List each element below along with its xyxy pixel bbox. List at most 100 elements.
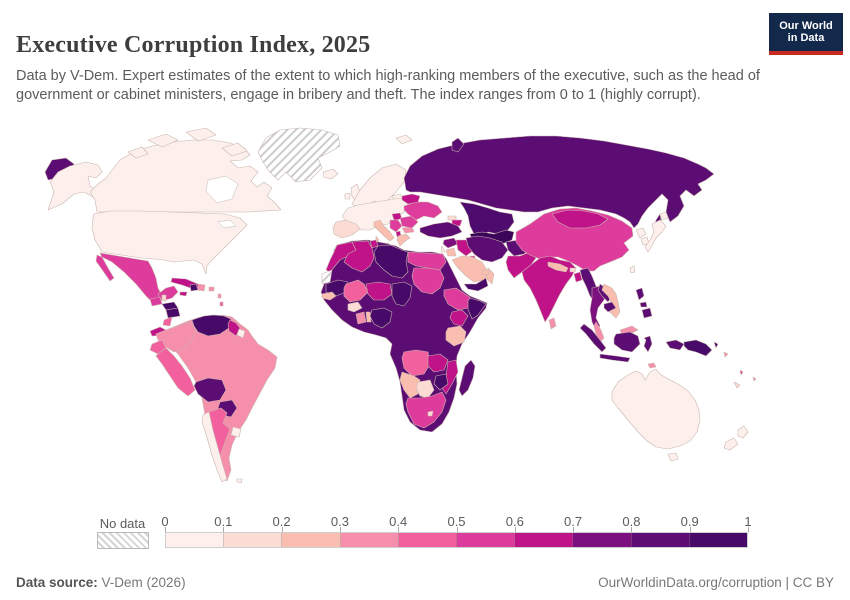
country-sri-lanka[interactable] [548,317,557,330]
country-philippines-mindanao[interactable] [641,307,653,319]
country-western-sahara[interactable] [321,269,333,285]
country-georgia[interactable] [447,215,457,221]
country-angola[interactable] [401,349,431,377]
solomon-islands[interactable] [723,351,729,358]
country-turkey[interactable] [419,221,463,239]
country-australia[interactable] [611,368,701,450]
country-chile[interactable] [201,411,228,483]
country-uae[interactable] [481,269,491,276]
country-papua-new-guinea[interactable] [683,339,713,357]
legend-segment[interactable] [573,533,632,547]
country-guyana[interactable] [227,319,241,337]
country-new-zealand-north[interactable] [737,425,749,439]
country-zimbabwe[interactable] [433,373,449,391]
country-ukraine[interactable] [403,201,443,221]
country-tanzania[interactable] [445,325,467,347]
legend-segment[interactable] [457,533,516,547]
country-indonesia-papua[interactable] [665,339,685,351]
country-bhutan[interactable] [569,267,577,273]
new-caledonia[interactable] [733,381,741,389]
country-greece[interactable] [396,233,411,247]
country-nigeria[interactable] [369,307,393,329]
country-greenland[interactable] [257,127,341,183]
country-uruguay[interactable] [230,426,242,438]
country-peru[interactable] [155,347,196,397]
canada-arctic-island[interactable] [185,127,217,142]
country-belize[interactable] [161,294,167,302]
country-cambodia[interactable] [603,301,617,313]
canada-arctic-island[interactable] [147,133,179,148]
country-indonesia-sumatra[interactable] [579,323,607,353]
country-philippines-luzon[interactable] [635,287,645,301]
legend-no-data-swatch[interactable] [97,532,149,549]
country-italy[interactable] [373,219,395,242]
credit-line[interactable]: OurWorldinData.org/corruption | CC BY [598,575,834,590]
country-india[interactable] [521,255,577,323]
falkland-islands[interactable] [236,478,243,484]
legend-segment[interactable] [224,533,283,547]
country-indonesia-java[interactable] [599,353,631,363]
lesser-antilles[interactable] [219,301,224,307]
canada-arctic-island[interactable] [221,142,248,157]
legend-segment[interactable] [515,533,574,547]
country-usa-alaska[interactable] [47,161,103,211]
country-libya[interactable] [373,244,409,279]
country-bangladesh[interactable] [573,271,583,283]
lesser-antilles[interactable] [217,293,222,299]
country-serbia[interactable] [389,219,403,233]
country-burkina-faso[interactable] [347,301,363,313]
country-jamaica[interactable] [179,291,188,297]
country-spain[interactable] [332,219,361,239]
country-iceland[interactable] [322,168,339,180]
country-canada[interactable] [89,139,282,213]
country-bolivia[interactable] [193,377,227,403]
country-mali[interactable] [343,279,369,303]
country-niger[interactable] [365,281,393,301]
country-mexico-yucatan[interactable] [157,285,179,302]
country-guatemala[interactable] [149,296,163,307]
fiji[interactable] [752,376,757,382]
country-nepal[interactable] [547,261,569,273]
country-australia-tasmania[interactable] [667,452,679,462]
country-japan-hokkaido[interactable] [659,211,669,221]
country-vietnam[interactable] [601,283,621,319]
country-somalia[interactable] [467,297,487,320]
country-south-africa[interactable] [405,391,447,429]
country-costa-rica[interactable] [162,316,173,327]
svalbard[interactable] [395,134,413,145]
country-chad[interactable] [391,281,413,307]
country-mongolia[interactable] [551,209,609,229]
country-syria[interactable] [442,237,459,249]
legend-segment[interactable] [282,533,341,547]
country-suriname[interactable] [236,328,246,339]
country-benin-togo[interactable] [365,311,372,323]
country-north-korea[interactable] [635,227,647,239]
country-iran[interactable] [465,235,509,263]
country-mexico-baja[interactable] [95,254,115,282]
country-indonesia-sulawesi[interactable] [643,335,653,353]
country-senegal[interactable] [321,291,337,301]
country-romania[interactable] [399,215,419,229]
country-puerto-rico[interactable] [208,286,215,292]
country-jordan[interactable] [445,247,457,257]
country-new-zealand-south[interactable] [723,437,739,451]
novaya-zemlya[interactable] [451,137,465,153]
country-dominican-republic[interactable] [197,283,206,292]
owid-logo[interactable]: Our World in Data [769,13,843,55]
country-kenya[interactable] [449,309,469,327]
country-algeria[interactable] [343,240,375,273]
country-timor[interactable] [647,362,657,369]
legend-segment[interactable] [166,533,225,547]
country-madagascar[interactable] [458,359,476,397]
country-saudi-arabia[interactable] [451,255,489,283]
vanuatu[interactable] [739,369,744,376]
country-russia[interactable] [403,135,715,229]
legend-segment[interactable] [631,533,690,547]
legend-segment[interactable] [398,533,458,547]
country-ireland[interactable] [344,192,351,200]
country-sudan[interactable] [411,267,445,295]
legend-segment[interactable] [689,533,748,547]
country-philippines-visayas[interactable] [639,301,648,308]
country-indonesia-kalimantan[interactable] [613,331,641,353]
country-israel[interactable] [440,245,446,253]
